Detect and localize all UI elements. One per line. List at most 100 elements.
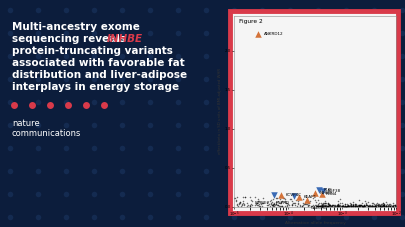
Point (320, 204, 326, 207)
Point (365, 204, 371, 208)
Point (247, 195, 254, 199)
Point (325, 205, 332, 208)
Point (342, 204, 349, 208)
Point (326, 204, 333, 207)
Point (333, 205, 340, 208)
Point (352, 205, 358, 208)
Point (319, 202, 326, 206)
Point (312, 203, 318, 207)
Point (320, 201, 326, 204)
Point (347, 203, 353, 207)
Point (248, 203, 255, 207)
Point (339, 205, 345, 208)
Point (244, 201, 250, 205)
Text: CALCRC: CALCRC (311, 206, 327, 210)
Point (356, 204, 362, 207)
Point (344, 205, 351, 208)
Point (273, 197, 280, 200)
Point (248, 198, 254, 202)
Point (303, 199, 309, 202)
Point (321, 201, 327, 205)
Point (350, 203, 356, 207)
Point (264, 203, 271, 207)
Point (392, 204, 399, 207)
Point (356, 204, 363, 207)
Point (248, 202, 254, 205)
Point (317, 204, 323, 208)
Point (328, 204, 334, 208)
Point (265, 202, 272, 206)
Point (379, 204, 386, 208)
Point (303, 203, 309, 206)
Point (350, 204, 356, 208)
Point (307, 199, 314, 202)
Point (252, 202, 259, 206)
Point (377, 202, 384, 206)
Point (392, 204, 399, 207)
Point (339, 204, 345, 208)
Point (347, 204, 354, 207)
Point (379, 204, 386, 208)
Point (329, 204, 335, 208)
Point (296, 197, 302, 201)
Point (296, 196, 303, 199)
Point (333, 204, 339, 207)
Point (239, 202, 245, 205)
Point (373, 202, 379, 206)
Point (269, 203, 275, 207)
Point (293, 198, 299, 201)
Text: INHBE2: INHBE2 (255, 201, 270, 205)
Point (368, 205, 375, 208)
Point (337, 205, 343, 208)
Point (334, 202, 341, 206)
Point (385, 204, 391, 208)
Point (260, 201, 266, 205)
Point (346, 204, 352, 207)
Point (286, 203, 292, 206)
Point (304, 201, 311, 205)
Point (366, 204, 373, 208)
Point (300, 204, 307, 207)
Point (288, 199, 295, 203)
Point (316, 204, 323, 208)
Point (324, 204, 331, 208)
Point (315, 203, 322, 206)
Point (355, 204, 362, 207)
Point (371, 202, 377, 206)
Point (342, 204, 348, 208)
Point (341, 204, 348, 208)
Point (371, 205, 378, 208)
Point (233, 198, 239, 202)
Point (335, 205, 341, 208)
Point (280, 197, 287, 200)
Point (380, 203, 387, 207)
Point (344, 205, 351, 208)
Point (323, 205, 329, 208)
Point (383, 200, 389, 203)
Point (268, 199, 275, 202)
Point (383, 204, 389, 207)
Text: Multi-ancestry exome: Multi-ancestry exome (12, 22, 140, 32)
Point (318, 203, 324, 207)
Point (390, 203, 396, 207)
Point (336, 204, 343, 208)
Point (381, 204, 388, 207)
Point (325, 204, 331, 208)
Point (254, 201, 260, 204)
Point (330, 203, 336, 207)
Point (354, 204, 360, 207)
Point (379, 204, 386, 207)
Point (322, 202, 329, 205)
Point (375, 203, 382, 206)
Point (336, 205, 342, 208)
Point (392, 205, 399, 208)
Text: KEAP1: KEAP1 (303, 195, 316, 199)
Point (371, 203, 378, 207)
Point (322, 204, 328, 208)
Point (285, 202, 291, 206)
Point (275, 203, 281, 207)
Point (299, 204, 305, 207)
Text: RGC: RGC (322, 192, 364, 210)
Point (339, 204, 346, 208)
Point (257, 204, 263, 208)
